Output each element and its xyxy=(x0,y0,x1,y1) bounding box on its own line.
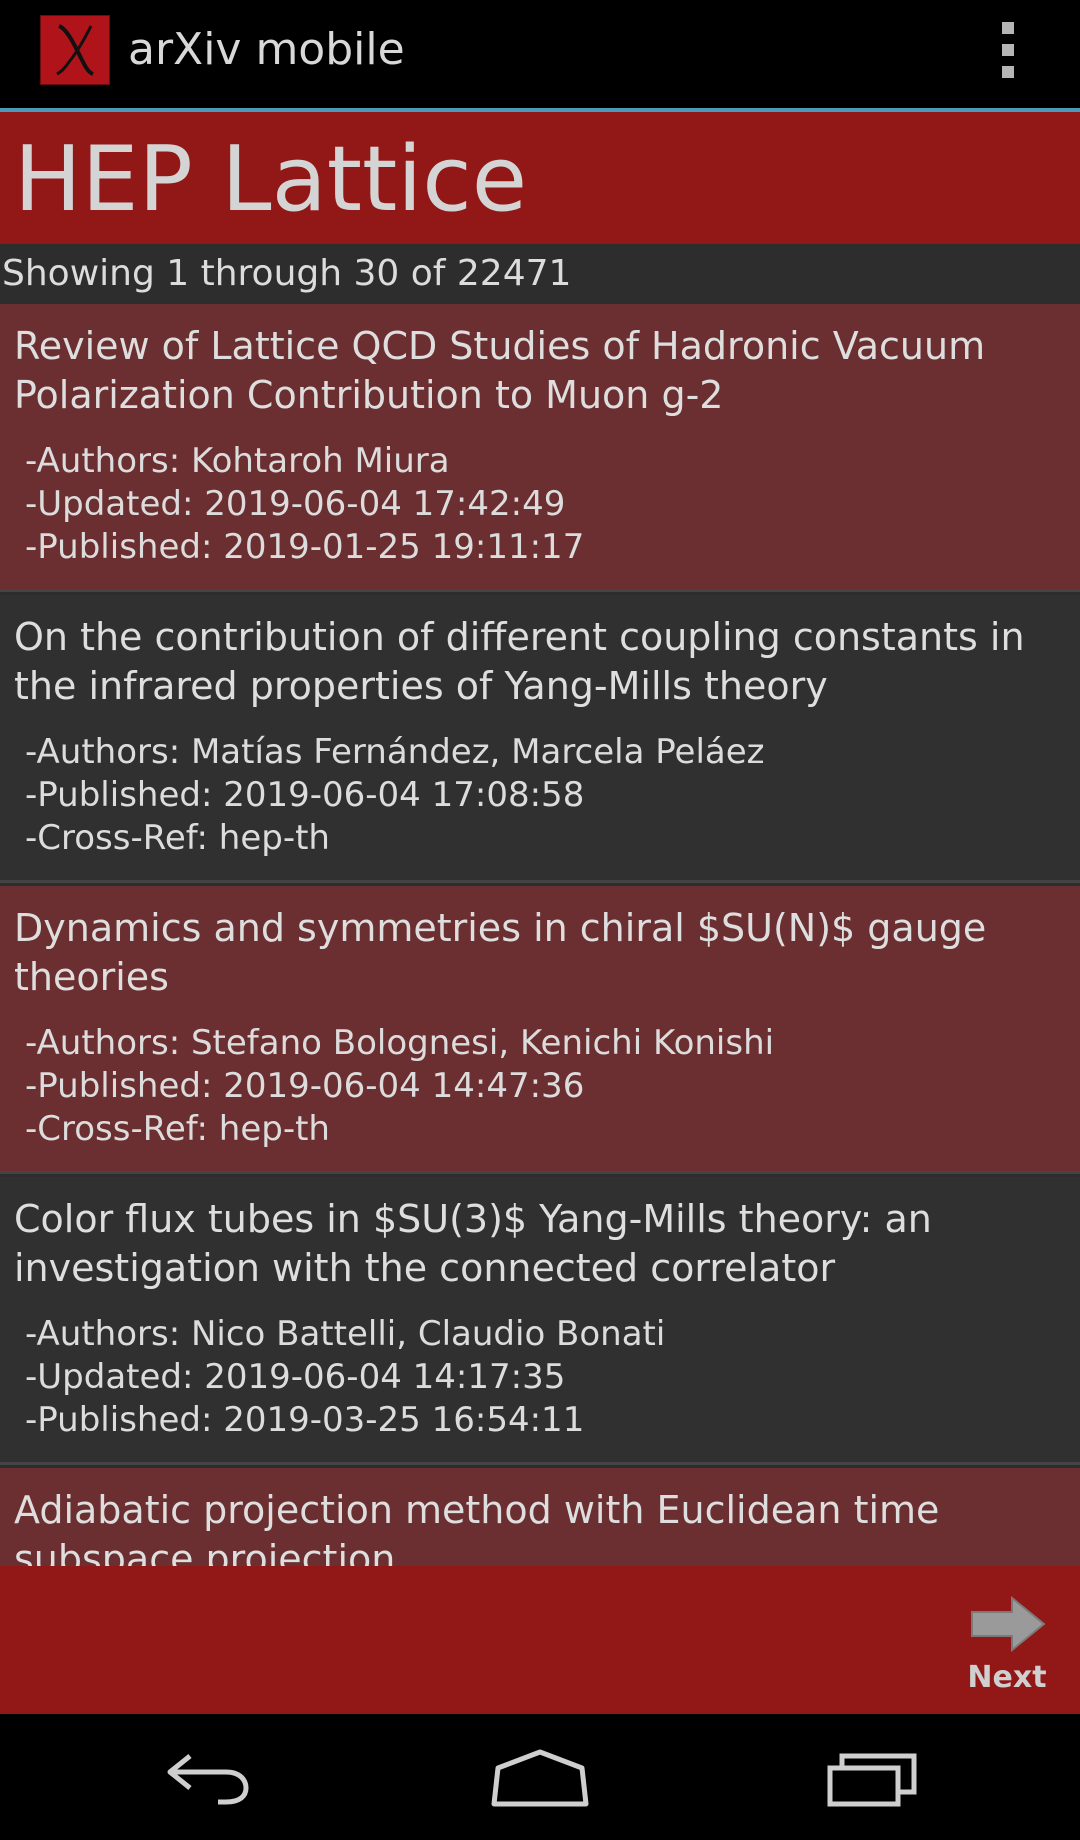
article-updated: -Updated: 2019-06-04 17:42:49 xyxy=(25,484,566,524)
article-authors: -Authors: Kohtaroh Miura xyxy=(25,441,450,481)
overflow-menu-icon[interactable] xyxy=(990,18,1026,82)
back-icon[interactable] xyxy=(160,1744,260,1810)
app-logo-icon[interactable] xyxy=(40,15,110,85)
article-item[interactable]: Color flux tubes in $SU(3)$ Yang-Mills t… xyxy=(0,1177,1080,1465)
list-divider xyxy=(0,1462,1080,1465)
article-authors: -Authors: Matías Fernández, Marcela Pelá… xyxy=(25,732,765,772)
arrow-right-icon xyxy=(971,1595,1046,1653)
article-published: -Published: 2019-03-25 16:54:11 xyxy=(25,1400,585,1440)
article-title: On the contribution of different couplin… xyxy=(14,615,1025,708)
article-title: Review of Lattice QCD Studies of Hadroni… xyxy=(14,324,986,417)
article-item[interactable]: Dynamics and symmetries in chiral $SU(N)… xyxy=(0,886,1080,1174)
list-divider xyxy=(0,880,1080,883)
list-divider xyxy=(0,589,1080,592)
article-published: -Published: 2019-01-25 19:11:17 xyxy=(25,527,585,567)
article-crossref: -Cross-Ref: hep-th xyxy=(25,818,330,858)
category-title: HEP Lattice xyxy=(14,127,528,232)
article-crossref: -Cross-Ref: hep-th xyxy=(25,1109,330,1149)
next-label: Next xyxy=(967,1660,1047,1695)
article-item[interactable]: Adiabatic projection method with Euclide… xyxy=(0,1468,1080,1566)
app-title: arXiv mobile xyxy=(128,24,405,75)
system-nav-bar xyxy=(0,1714,1080,1840)
next-button[interactable]: Next xyxy=(952,1594,1062,1704)
article-title: Dynamics and symmetries in chiral $SU(N)… xyxy=(14,906,987,999)
list-divider xyxy=(0,1171,1080,1174)
action-bar-divider xyxy=(0,108,1080,112)
article-title: Adiabatic projection method with Euclide… xyxy=(14,1488,940,1566)
recents-icon[interactable] xyxy=(822,1744,922,1810)
article-title: Color flux tubes in $SU(3)$ Yang-Mills t… xyxy=(14,1197,932,1290)
article-item[interactable]: Review of Lattice QCD Studies of Hadroni… xyxy=(0,304,1080,592)
action-bar: arXiv mobile xyxy=(0,0,1080,112)
article-updated: -Updated: 2019-06-04 14:17:35 xyxy=(25,1357,566,1397)
article-published: -Published: 2019-06-04 17:08:58 xyxy=(25,775,585,815)
article-list[interactable]: Review of Lattice QCD Studies of Hadroni… xyxy=(0,304,1080,1566)
article-published: -Published: 2019-06-04 14:47:36 xyxy=(25,1066,585,1106)
article-authors: -Authors: Stefano Bolognesi, Kenichi Kon… xyxy=(25,1023,775,1063)
home-icon[interactable] xyxy=(490,1744,590,1810)
results-count: Showing 1 through 30 of 22471 xyxy=(0,244,1080,304)
article-item[interactable]: On the contribution of different couplin… xyxy=(0,595,1080,883)
pager-bar: Next xyxy=(0,1566,1080,1714)
category-header: HEP Lattice xyxy=(0,112,1080,244)
article-authors: -Authors: Nico Battelli, Claudio Bonati xyxy=(25,1314,666,1354)
